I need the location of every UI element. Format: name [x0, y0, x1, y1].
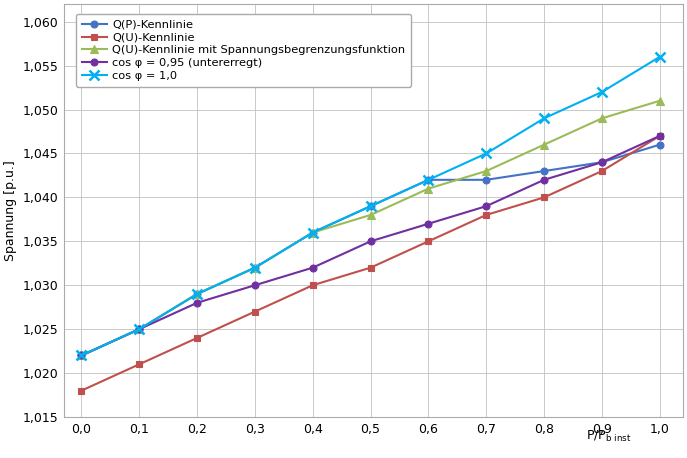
Q(U)-Kennlinie mit Spannungsbegrenzungsfunktion	[308, 230, 317, 235]
Y-axis label: Spannung [p.u.]: Spannung [p.u.]	[4, 160, 17, 261]
Q(P)-Kennlinie	[425, 177, 433, 183]
cos φ = 0,95 (untererregt)	[655, 133, 664, 139]
Q(U)-Kennlinie mit Spannungsbegrenzungsfunktion	[540, 142, 548, 147]
cos φ = 1,0	[251, 265, 259, 270]
cos φ = 1,0	[308, 230, 317, 235]
cos φ = 1,0	[482, 151, 491, 156]
Q(U)-Kennlinie mit Spannungsbegrenzungsfunktion	[251, 265, 259, 270]
Q(U)-Kennlinie	[540, 195, 548, 200]
Q(U)-Kennlinie mit Spannungsbegrenzungsfunktion	[655, 98, 664, 104]
Q(U)-Kennlinie mit Spannungsbegrenzungsfunktion	[482, 168, 491, 174]
Q(U)-Kennlinie	[598, 168, 606, 174]
Q(U)-Kennlinie mit Spannungsbegrenzungsfunktion	[598, 115, 606, 121]
Line: cos φ = 0,95 (untererregt): cos φ = 0,95 (untererregt)	[78, 132, 663, 359]
cos φ = 0,95 (untererregt)	[598, 159, 606, 165]
cos φ = 0,95 (untererregt)	[78, 353, 86, 358]
Q(P)-Kennlinie	[655, 142, 664, 147]
Q(P)-Kennlinie	[598, 159, 606, 165]
cos φ = 0,95 (untererregt)	[251, 283, 259, 288]
Q(U)-Kennlinie mit Spannungsbegrenzungsfunktion	[366, 212, 374, 218]
Q(U)-Kennlinie mit Spannungsbegrenzungsfunktion	[78, 353, 86, 358]
Q(U)-Kennlinie	[425, 239, 433, 244]
Q(U)-Kennlinie	[78, 388, 86, 393]
Q(P)-Kennlinie	[540, 168, 548, 174]
Line: Q(P)-Kennlinie: Q(P)-Kennlinie	[78, 141, 663, 359]
cos φ = 0,95 (untererregt)	[193, 300, 201, 305]
Q(P)-Kennlinie	[135, 327, 144, 332]
cos φ = 1,0	[135, 327, 144, 332]
Q(P)-Kennlinie	[308, 230, 317, 235]
cos φ = 1,0	[598, 89, 606, 95]
Q(P)-Kennlinie	[482, 177, 491, 183]
cos φ = 0,95 (untererregt)	[425, 221, 433, 227]
cos φ = 1,0	[540, 115, 548, 121]
Q(P)-Kennlinie	[193, 291, 201, 297]
Line: Q(U)-Kennlinie mit Spannungsbegrenzungsfunktion: Q(U)-Kennlinie mit Spannungsbegrenzungsf…	[78, 97, 664, 360]
cos φ = 0,95 (untererregt)	[482, 203, 491, 209]
Q(P)-Kennlinie	[366, 203, 374, 209]
cos φ = 1,0	[193, 291, 201, 297]
Legend: Q(P)-Kennlinie, Q(U)-Kennlinie, Q(U)-Kennlinie mit Spannungsbegrenzungsfunktion,: Q(P)-Kennlinie, Q(U)-Kennlinie, Q(U)-Ken…	[76, 14, 412, 87]
Q(P)-Kennlinie	[251, 265, 259, 270]
cos φ = 1,0	[366, 203, 374, 209]
Line: Q(U)-Kennlinie: Q(U)-Kennlinie	[78, 132, 663, 394]
cos φ = 1,0	[655, 54, 664, 60]
Line: cos φ = 1,0: cos φ = 1,0	[77, 52, 664, 360]
Q(U)-Kennlinie	[482, 212, 491, 218]
Text: P/P$_{\mathregular{b\ inst}}$: P/P$_{\mathregular{b\ inst}}$	[587, 429, 632, 444]
Q(U)-Kennlinie	[193, 335, 201, 341]
Q(U)-Kennlinie mit Spannungsbegrenzungsfunktion	[425, 186, 433, 191]
Q(U)-Kennlinie mit Spannungsbegrenzungsfunktion	[135, 327, 144, 332]
cos φ = 0,95 (untererregt)	[308, 265, 317, 270]
cos φ = 0,95 (untererregt)	[135, 327, 144, 332]
Q(U)-Kennlinie mit Spannungsbegrenzungsfunktion	[193, 291, 201, 297]
Q(U)-Kennlinie	[251, 309, 259, 314]
Q(U)-Kennlinie	[366, 265, 374, 270]
Q(P)-Kennlinie	[78, 353, 86, 358]
cos φ = 1,0	[78, 353, 86, 358]
cos φ = 1,0	[425, 177, 433, 183]
cos φ = 0,95 (untererregt)	[366, 239, 374, 244]
Q(U)-Kennlinie	[308, 283, 317, 288]
Q(U)-Kennlinie	[135, 361, 144, 367]
Q(U)-Kennlinie	[655, 133, 664, 139]
cos φ = 0,95 (untererregt)	[540, 177, 548, 183]
